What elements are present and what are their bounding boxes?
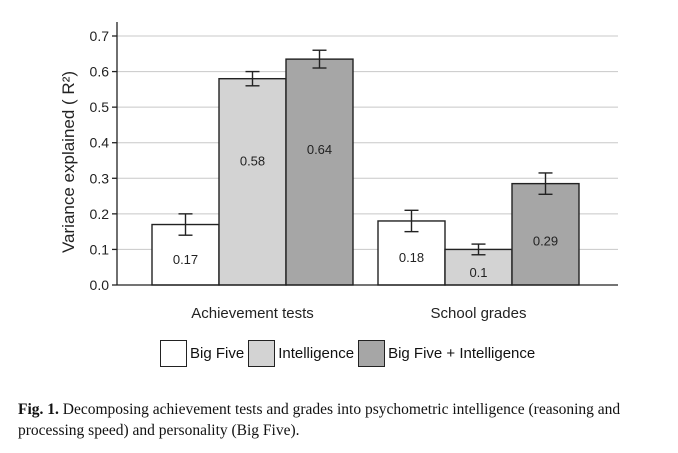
y-tick-label: 0.7	[90, 28, 110, 44]
category-label: School grades	[431, 305, 527, 322]
legend-swatch-combined	[358, 340, 386, 367]
legend-swatch-intelligence	[248, 340, 276, 367]
bar-chart: 0.170.580.640.180.10.29 0.00.10.20.30.40…	[59, 22, 618, 322]
caption-text: Decomposing achievement tests and grades…	[18, 401, 621, 439]
legend-label-big-five: Big Five	[190, 345, 245, 362]
data-label: 0.18	[399, 250, 424, 265]
legend-item-combined: Big Five + Intelligence	[358, 340, 535, 367]
data-label: 0.17	[173, 252, 198, 267]
y-tick-label: 0.4	[90, 135, 110, 151]
data-label: 0.64	[307, 142, 332, 157]
data-label: 0.1	[469, 265, 487, 280]
y-tick-label: 0.0	[90, 277, 110, 293]
legend-label-combined: Big Five + Intelligence	[388, 345, 536, 362]
bar	[285, 58, 354, 286]
figure-caption: Fig. 1. Decomposing achievement tests an…	[18, 399, 658, 441]
legend-label-intelligence: Intelligence	[278, 345, 355, 362]
y-tick-label: 0.3	[90, 170, 110, 186]
y-tick-label: 0.1	[90, 241, 110, 257]
y-tick-label: 0.2	[90, 206, 110, 222]
caption-label: Fig. 1.	[18, 401, 59, 418]
bars: 0.17 0.58 0.64 0.18 0.1 0.29	[151, 49, 580, 286]
data-label: 0.58	[240, 153, 265, 168]
legend: Big Five Intelligence Big Five + Intelli…	[160, 340, 539, 367]
data-label: 0.29	[533, 233, 558, 248]
axes: 0.0 0.1 0.2 0.3 0.4 0.5 0.6 0.7 Achievement test…	[90, 22, 618, 322]
legend-swatch-big-five	[160, 340, 187, 367]
y-axis-label: Variance explained ( R²)	[59, 71, 78, 253]
bar	[218, 77, 287, 286]
category-label: Achievement tests	[191, 305, 314, 322]
y-tick-label: 0.5	[90, 99, 110, 115]
legend-item-big-five: Big Five	[160, 340, 244, 367]
y-tick-label: 0.6	[90, 64, 110, 80]
legend-item-intelligence: Intelligence	[248, 340, 354, 367]
gridlines	[117, 35, 618, 250]
